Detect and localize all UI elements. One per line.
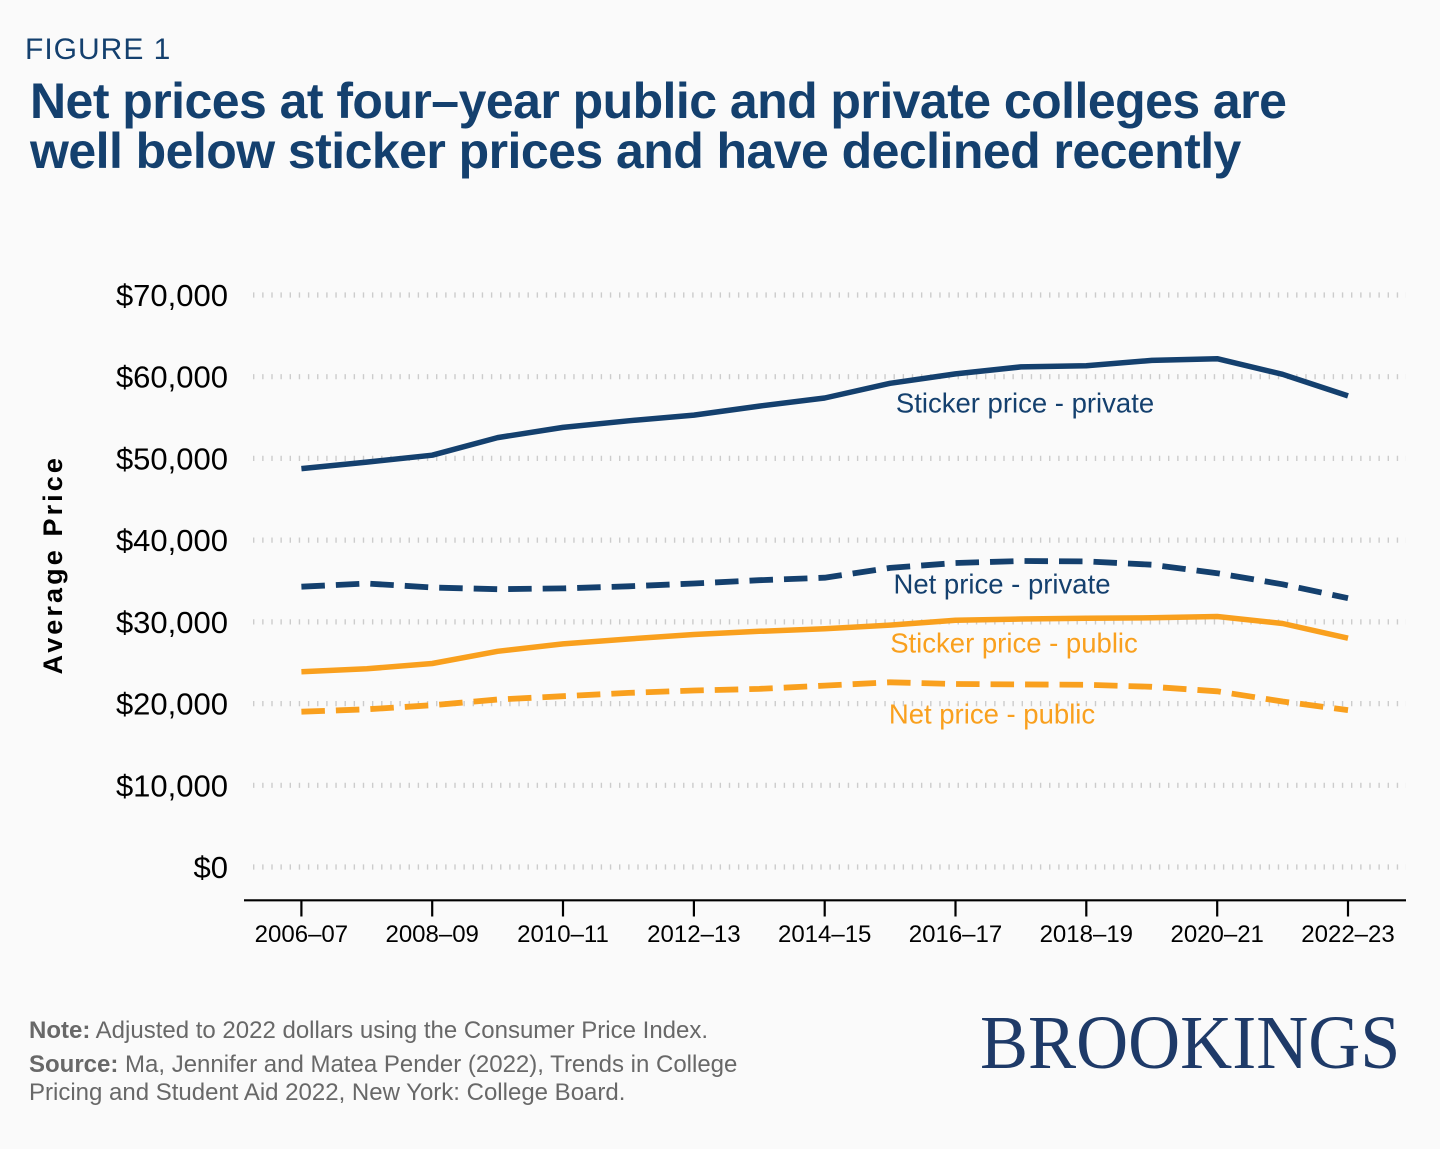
svg-text:2020–21: 2020–21 [1170, 921, 1263, 948]
svg-text:$30,000: $30,000 [116, 605, 228, 640]
svg-text:2008–09: 2008–09 [385, 921, 478, 948]
svg-text:Sticker price - public: Sticker price - public [890, 628, 1138, 659]
svg-text:2006–07: 2006–07 [255, 921, 348, 948]
svg-text:$50,000: $50,000 [116, 441, 228, 476]
svg-text:$0: $0 [194, 850, 228, 885]
svg-text:2022–23: 2022–23 [1301, 921, 1394, 948]
svg-text:2010–11: 2010–11 [517, 921, 609, 948]
svg-text:Average Price: Average Price [38, 455, 68, 674]
svg-text:2014–15: 2014–15 [778, 921, 871, 948]
svg-text:$10,000: $10,000 [116, 768, 228, 803]
svg-text:2012–13: 2012–13 [647, 921, 740, 948]
svg-text:2016–17: 2016–17 [909, 921, 1002, 948]
svg-text:$60,000: $60,000 [116, 360, 228, 395]
svg-text:Sticker price - private: Sticker price - private [896, 388, 1154, 419]
svg-text:$40,000: $40,000 [116, 523, 228, 558]
svg-text:2018–19: 2018–19 [1040, 921, 1133, 948]
svg-text:Net price - private: Net price - private [893, 569, 1110, 600]
svg-text:Net price - public: Net price - public [889, 699, 1096, 730]
svg-text:$20,000: $20,000 [116, 687, 228, 722]
svg-text:$70,000: $70,000 [116, 278, 228, 313]
